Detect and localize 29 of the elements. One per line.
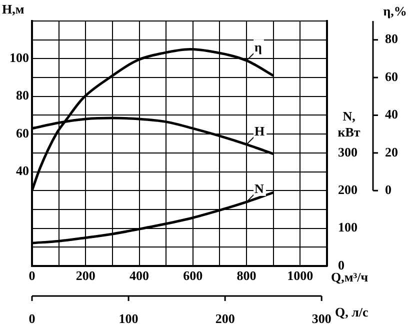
- y-axis-title: H,м: [2, 1, 24, 16]
- x2-axis-title: Q, л/с: [335, 304, 369, 320]
- y-tick-label: 40: [16, 163, 29, 178]
- series-label: H: [254, 123, 265, 138]
- x-tick-label: 800: [236, 268, 256, 284]
- y-tick-label: 100: [10, 50, 29, 66]
- x-tick-label: 600: [183, 268, 203, 284]
- x2-tick-label: 0: [28, 311, 36, 325]
- x-tick-label: 1000: [287, 268, 314, 284]
- x-tick-label: 200: [76, 268, 96, 284]
- y3-tick-label: 0: [385, 182, 392, 197]
- x2-tick-label: 200: [215, 311, 235, 325]
- x-tick-label: 0: [28, 268, 36, 284]
- y2-axis-title: N, кВт: [338, 108, 361, 140]
- x2-tick-label: 100: [118, 311, 138, 325]
- x-tick-label: 400: [130, 268, 150, 284]
- y-tick-label: 60: [16, 125, 29, 140]
- x2-tick-label: 300: [312, 311, 332, 325]
- y-tick-label: 80: [16, 88, 29, 103]
- series-label: N: [254, 180, 265, 196]
- y3-axis-title: η,%: [383, 3, 407, 18]
- y3-tick-label: 20: [385, 144, 398, 160]
- y3-tick-label: 60: [385, 68, 398, 84]
- y3-tick-label: 40: [385, 106, 398, 122]
- y2-tick-label: 300: [338, 144, 358, 160]
- y2-tick-label: 200: [338, 182, 358, 197]
- y2-tick-label: 100: [338, 220, 358, 235]
- series-label: η: [254, 39, 262, 54]
- y3-tick-label: 80: [385, 31, 398, 46]
